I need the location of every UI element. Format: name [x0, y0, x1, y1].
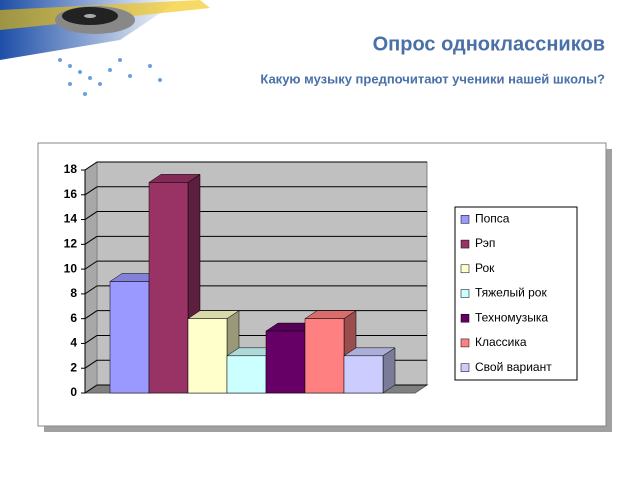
grid-line	[84, 335, 98, 344]
grid-line	[84, 260, 98, 270]
y-tick-label: 14	[64, 212, 78, 226]
legend-label: Техномузыка	[475, 310, 548, 324]
y-tick-label: 6	[70, 311, 77, 325]
slide-title: Опрос одноклассников	[373, 33, 605, 55]
bar-front	[187, 318, 228, 394]
bar-front	[265, 330, 306, 394]
bar-front	[148, 182, 189, 394]
y-tick-label: 0	[70, 385, 77, 399]
grid-line	[84, 161, 98, 171]
grid-line	[84, 384, 98, 394]
decoration	[0, 0, 210, 96]
grid-line	[84, 186, 98, 196]
legend-label: Классика	[475, 335, 527, 349]
bar-front	[226, 355, 267, 394]
y-tick-label: 12	[64, 237, 78, 251]
grid-line	[84, 285, 98, 295]
legend-label: Рок	[475, 261, 495, 275]
legend	[454, 206, 578, 381]
y-tick-label: 2	[70, 360, 77, 374]
y-tick-label: 10	[64, 261, 78, 275]
legend-swatch	[460, 363, 470, 372]
legend-label: Свой вариант	[475, 360, 552, 374]
legend-swatch	[460, 338, 470, 348]
legend-swatch	[460, 239, 470, 249]
grid-line	[84, 211, 98, 220]
grid-line	[84, 235, 98, 245]
bar-side	[382, 347, 396, 394]
bar	[148, 173, 201, 394]
legend-label: Попса	[475, 212, 510, 226]
legend-swatch	[460, 264, 470, 274]
legend-label: Тяжелый рок	[475, 286, 547, 300]
bar-front	[304, 318, 345, 394]
side-wall	[84, 161, 98, 394]
legend-label: Рэп	[475, 236, 495, 250]
legend-swatch	[460, 313, 470, 323]
y-tick-label: 8	[70, 286, 77, 300]
y-tick-label: 16	[64, 187, 78, 201]
bar-front	[343, 355, 384, 394]
grid-line	[84, 310, 98, 320]
slide-subtitle: Какую музыку предпочитают ученики нашей …	[260, 71, 605, 86]
y-tick-label: 4	[70, 336, 77, 350]
bar	[343, 347, 396, 394]
legend-swatch	[460, 215, 470, 224]
y-tick-label: 18	[64, 162, 78, 176]
bar-front	[109, 281, 150, 394]
legend-swatch	[460, 289, 470, 298]
grid-line	[84, 359, 98, 369]
